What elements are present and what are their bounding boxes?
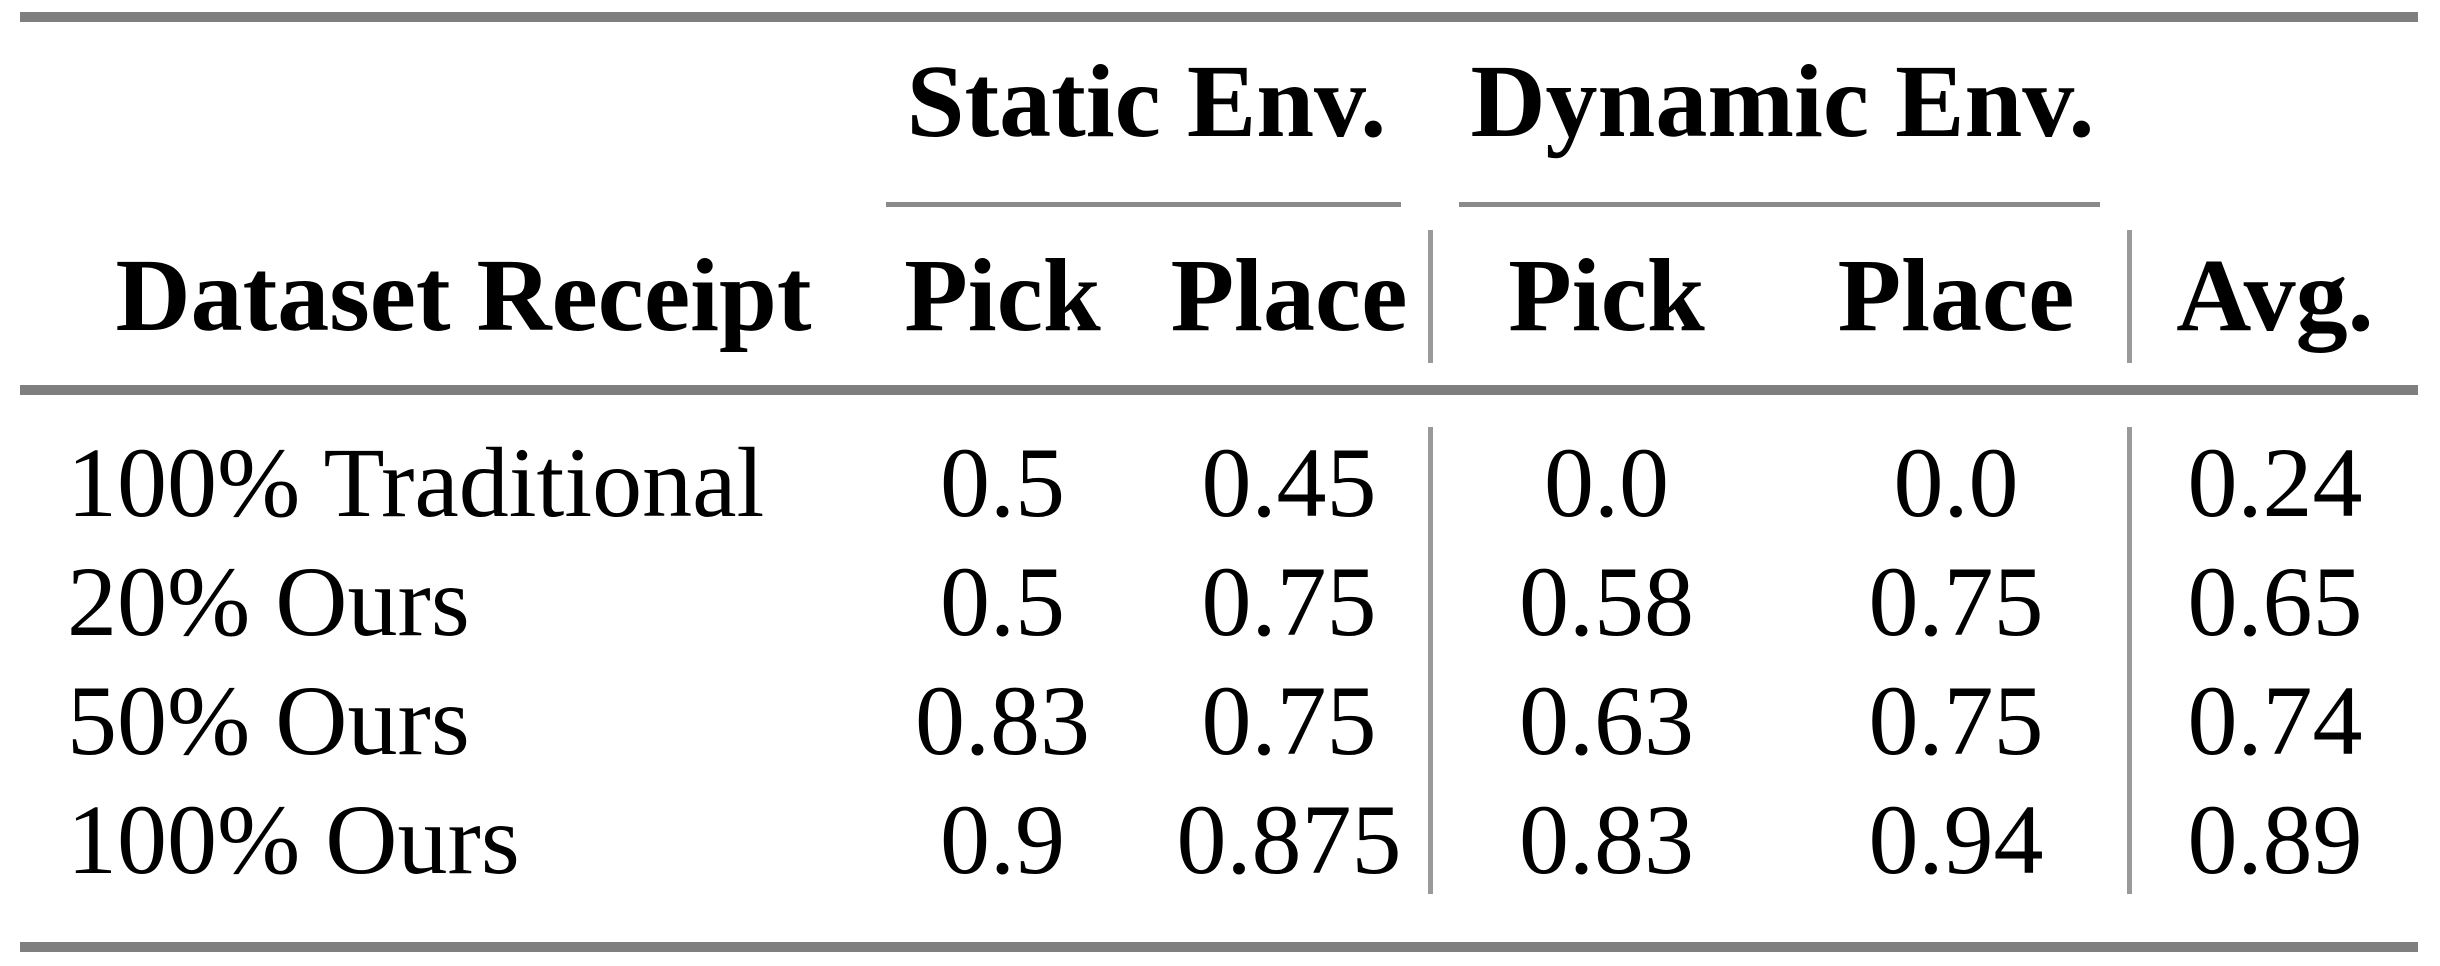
dynamic-env-label: Dynamic Env. (1470, 44, 2095, 159)
metric-cell-dynamic-pick: 0.63 (1519, 664, 1694, 776)
column-header-avg: Avg. (2176, 238, 2374, 353)
table-rule-bottom (20, 942, 2418, 952)
column-header-dataset-receipt: Dataset Receipt (115, 238, 812, 353)
row-label: 20% Ours (67, 545, 470, 657)
static-env-label: Static Env. (906, 44, 1387, 159)
metric-cell-dynamic-pick: 0.83 (1519, 783, 1694, 895)
metric-cell-static-pick: 0.9 (940, 783, 1065, 895)
metric-cell-dynamic-place: 0.75 (1780, 542, 2132, 661)
column-header-static-place: Place (1145, 207, 1433, 385)
metric-cell-static-place: 0.75 (1145, 661, 1433, 780)
row-label: 50% Ours (67, 664, 470, 776)
metric-cell-avg: 0.74 (2187, 664, 2363, 776)
column-header-row: Dataset Receipt Pick Place Pick Place Av… (20, 207, 2418, 385)
table-row-ours-20: 20% Ours 0.5 0.75 0.58 0.75 0.65 (20, 542, 2418, 661)
metric-cell-static-place: 0.875 (1145, 780, 1433, 942)
column-header-dynamic-place: Place (1780, 207, 2132, 385)
row-label: 100% Traditional (67, 426, 765, 538)
metric-cell-avg: 0.89 (2187, 783, 2363, 895)
table-row-ours-50: 50% Ours 0.83 0.75 0.63 0.75 0.74 (20, 661, 2418, 780)
metric-cell-static-pick: 0.5 (940, 545, 1065, 657)
metric-cell-dynamic-pick: 0.0 (1544, 426, 1669, 538)
metric-cell-avg: 0.65 (2187, 545, 2363, 657)
static-env-underline (886, 202, 1401, 207)
metric-cell-dynamic-place: 0.75 (1780, 661, 2132, 780)
dynamic-env-underline (1459, 202, 2100, 207)
results-table-container: Static Env. Dynamic Env. Dataset Receipt… (20, 12, 2418, 952)
metric-cell-dynamic-place: 0.94 (1780, 780, 2132, 942)
metric-cell-static-pick: 0.5 (940, 426, 1065, 538)
metric-cell-dynamic-place: 0.0 (1780, 395, 2132, 542)
table-row-ours-100: 100% Ours 0.9 0.875 0.83 0.94 0.89 (20, 780, 2418, 942)
table-rule-mid (20, 385, 2418, 395)
row-label: 100% Ours (67, 783, 520, 895)
results-table: Static Env. Dynamic Env. Dataset Receipt… (20, 12, 2418, 952)
group-header-dynamic-env: Dynamic Env. (1433, 22, 2132, 207)
metric-cell-static-place: 0.75 (1145, 542, 1433, 661)
group-header-spacer-right (2132, 22, 2418, 207)
metric-cell-avg: 0.24 (2187, 426, 2363, 538)
group-header-static-env: Static Env. (860, 22, 1433, 207)
group-header-row: Static Env. Dynamic Env. (20, 22, 2418, 207)
column-header-dynamic-pick: Pick (1508, 238, 1705, 353)
column-header-static-pick: Pick (904, 238, 1101, 353)
table-rule-top (20, 12, 2418, 22)
metric-cell-dynamic-pick: 0.58 (1519, 545, 1694, 657)
table-row-traditional-100: 100% Traditional 0.5 0.45 0.0 0.0 0.24 (20, 395, 2418, 542)
metric-cell-static-place: 0.45 (1145, 395, 1433, 542)
metric-cell-static-pick: 0.83 (915, 664, 1090, 776)
group-header-spacer-left (20, 22, 860, 207)
